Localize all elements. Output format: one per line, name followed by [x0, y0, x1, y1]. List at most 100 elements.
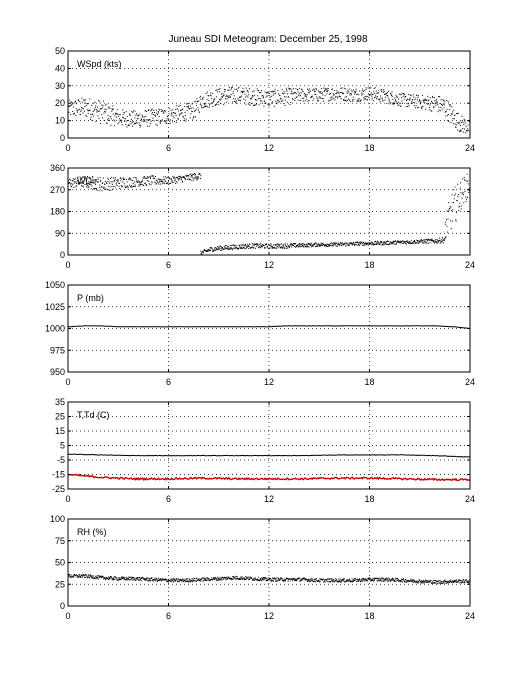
series-point [138, 577, 140, 579]
series-point [225, 98, 227, 99]
series-point [144, 177, 146, 179]
series-point [399, 94, 401, 96]
series-point [435, 242, 437, 244]
series-point [248, 88, 250, 90]
series-point [279, 95, 281, 97]
series-point [363, 579, 365, 581]
series-point [449, 208, 451, 210]
series-point [348, 244, 350, 246]
series-point [252, 244, 254, 246]
series-point [140, 124, 142, 126]
series-point [304, 95, 306, 97]
series-point [298, 243, 300, 245]
x-tick-label: 12 [264, 377, 274, 387]
series-point [199, 104, 201, 105]
series-point [220, 578, 222, 580]
series-point [340, 581, 342, 583]
series-point [95, 108, 97, 110]
series-point [462, 121, 464, 123]
series-point [451, 210, 453, 212]
series-point [334, 99, 336, 101]
series-point [222, 577, 224, 579]
series-point [354, 578, 356, 580]
series-point [230, 577, 232, 579]
series-point [436, 580, 438, 582]
series-point [256, 103, 257, 104]
series-point [463, 124, 465, 125]
series-point [350, 242, 352, 244]
series-point [94, 107, 96, 109]
series-point [210, 102, 212, 104]
series-point [216, 248, 217, 250]
series-point [114, 180, 116, 182]
series-point [322, 94, 324, 96]
series-point [376, 578, 378, 579]
series-point [201, 107, 203, 109]
series-point [118, 185, 120, 187]
series-point [388, 577, 390, 579]
series-point [286, 101, 288, 103]
series-point [136, 578, 138, 580]
series-point [287, 243, 289, 245]
series-point [75, 182, 77, 184]
series-point [178, 579, 180, 581]
series-point [431, 101, 433, 103]
series-point [71, 102, 73, 104]
series-point [378, 89, 380, 91]
series-point [218, 578, 220, 580]
series-point [432, 95, 433, 97]
series-point [316, 96, 318, 98]
series-point [128, 178, 130, 180]
series-point [119, 178, 121, 179]
series-point [353, 242, 355, 244]
series-point [242, 87, 244, 89]
series-point [119, 577, 121, 579]
series-point [146, 177, 148, 179]
series-point [392, 577, 394, 579]
series-point [389, 243, 390, 245]
series-point [323, 581, 325, 583]
series-point [107, 179, 109, 181]
series-point [168, 118, 170, 120]
series-point [256, 245, 258, 247]
series-point [260, 92, 262, 93]
series-point [263, 105, 265, 107]
series-point [341, 243, 343, 245]
series-point [239, 579, 241, 580]
series-point [206, 105, 208, 107]
series-point [248, 578, 250, 580]
series-point [444, 100, 446, 102]
series-point [103, 188, 105, 190]
series-point [100, 576, 102, 578]
series-point [95, 179, 97, 181]
series-point [275, 579, 277, 581]
series-point [329, 580, 331, 582]
series-point [443, 239, 445, 241]
series-point [142, 115, 144, 117]
series-point [165, 579, 167, 581]
series-point [282, 92, 283, 94]
series-point [443, 242, 444, 244]
series-point [230, 245, 232, 246]
series-point [371, 92, 372, 94]
series-point [109, 107, 111, 109]
series-point [142, 116, 144, 118]
y-tick-label: 975 [50, 345, 65, 355]
series-point [455, 580, 457, 582]
series-point [317, 243, 319, 245]
series-point [385, 243, 387, 245]
series-point [102, 182, 104, 184]
series-point [418, 580, 420, 582]
series-point [400, 580, 402, 582]
series-point [264, 102, 266, 104]
y-tick-label: 90 [55, 228, 65, 238]
series-point [365, 578, 367, 580]
series-point [137, 180, 139, 182]
series-point [200, 105, 202, 107]
series-point [463, 177, 465, 178]
series-point [129, 178, 131, 180]
series-point [400, 581, 402, 582]
series-point [198, 177, 200, 179]
series-point [271, 247, 273, 249]
series-point [152, 117, 154, 119]
